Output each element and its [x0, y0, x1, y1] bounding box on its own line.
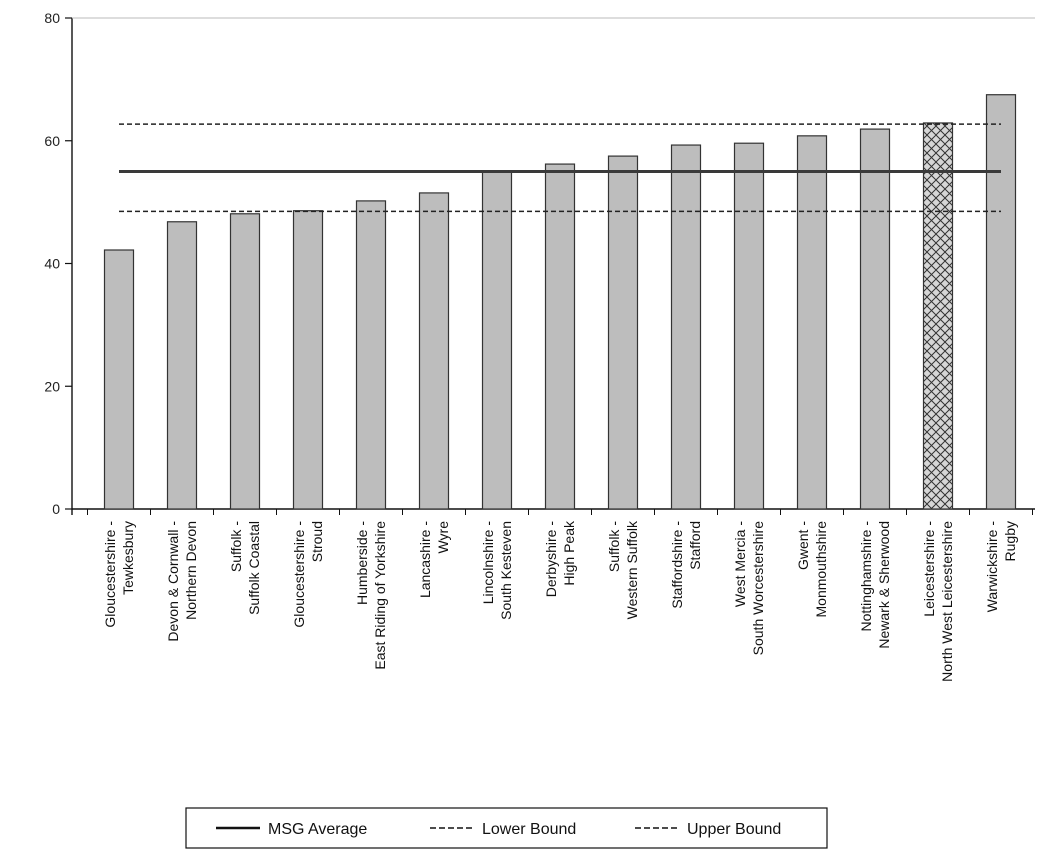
bar	[796, 135, 828, 510]
category-label-line: Leicestershire -	[921, 521, 937, 617]
category-label-text: Gloucestershire - Stroud	[291, 521, 325, 628]
category-label-text: Warwickshire - Rugby	[984, 521, 1018, 613]
category-label-line: Wyre	[435, 521, 451, 554]
category-label-text: Derbyshire - High Peak	[543, 520, 577, 597]
category-label-line: Suffolk Coastal	[246, 521, 262, 615]
category-label-line: Devon & Cornwall -	[165, 521, 181, 642]
bar	[229, 213, 261, 510]
category-label-text: Staffordshire - Stafford	[669, 521, 703, 609]
bar	[607, 155, 639, 510]
category-label-line: Stroud	[309, 521, 325, 562]
category-label-text: Lincolnshire - South Kesteven	[480, 521, 514, 620]
category-label: Gloucestershire - Stroud	[291, 521, 325, 628]
y-tick-label: 60	[44, 133, 60, 149]
category-label-text: West Mercia - South Worcestershire	[732, 521, 766, 656]
y-tick-label: 40	[44, 256, 60, 272]
category-label-text: Humberside - East Riding of Yorkshire	[354, 521, 388, 670]
category-label: Gwent - Monmouthshire	[795, 521, 829, 618]
category-label-line: Newark & Sherwood	[876, 521, 892, 649]
y-tick-label: 0	[52, 501, 60, 517]
category-label-line: Rugby	[1002, 521, 1018, 561]
category-label-line: Western Suffolk	[624, 520, 640, 619]
bar	[859, 128, 891, 510]
category-label: Lancashire - Wyre	[417, 521, 451, 598]
category-label-line: West Mercia -	[732, 521, 748, 607]
category-label-line: High Peak	[561, 520, 577, 586]
category-label-line: Tewkesbury	[120, 521, 136, 595]
legend-box	[185, 807, 828, 849]
y-tick-label: 20	[44, 378, 60, 394]
category-label-line: Gloucestershire -	[291, 521, 307, 628]
bar	[418, 192, 450, 510]
bar	[733, 142, 765, 510]
category-label-line: Warwickshire -	[984, 521, 1000, 613]
legend-label: MSG Average	[268, 821, 367, 838]
category-label-line: Gloucestershire -	[102, 521, 118, 628]
category-label: Staffordshire - Stafford	[669, 521, 703, 609]
category-label-line: Nottinghamshire -	[858, 521, 874, 632]
category-label: Nottinghamshire - Newark & Sherwood	[858, 521, 892, 649]
category-label: Devon & Cornwall - Northern Devon	[165, 521, 199, 642]
bar	[670, 144, 702, 510]
category-label-text: Suffolk - Western Suffolk	[606, 520, 640, 619]
legend: MSG Average Lower Bound Upper Bound	[185, 807, 828, 849]
category-label-line: East Riding of Yorkshire	[372, 521, 388, 670]
bar	[481, 170, 513, 510]
category-label-line: Staffordshire -	[669, 521, 685, 609]
legend-label: Upper Bound	[687, 821, 781, 838]
bar	[292, 210, 324, 510]
category-label-line: Suffolk -	[228, 521, 244, 572]
bar	[544, 163, 576, 510]
category-label-line: Northern Devon	[183, 521, 199, 620]
legend-label: Lower Bound	[482, 821, 576, 838]
category-label-line: North West Leicestershire	[939, 521, 955, 682]
category-label-line: Suffolk -	[606, 521, 622, 572]
category-label: Suffolk - Western Suffolk	[606, 520, 640, 619]
category-label-text: Lancashire - Wyre	[417, 521, 451, 598]
category-label-line: Monmouthshire	[813, 521, 829, 618]
category-label: Suffolk - Suffolk Coastal	[228, 521, 262, 615]
category-label-line: Stafford	[687, 521, 703, 570]
category-label: Leicestershire - North West Leicestershir…	[921, 521, 955, 682]
bar	[985, 94, 1017, 510]
category-label-text: Leicestershire - North West Leicestershir…	[921, 521, 955, 682]
category-label-text: Nottinghamshire - Newark & Sherwood	[858, 521, 892, 649]
bar-highlighted	[922, 122, 954, 510]
category-label: Humberside - East Riding of Yorkshire	[354, 521, 388, 670]
y-tick-label: 80	[44, 10, 60, 26]
bar	[103, 249, 135, 510]
category-label-line: Lincolnshire -	[480, 521, 496, 605]
category-label-line: Gwent -	[795, 521, 811, 570]
bar	[355, 200, 387, 510]
category-label-text: Gwent - Monmouthshire	[795, 521, 829, 618]
category-label: Lincolnshire - South Kesteven	[480, 521, 514, 620]
category-label: Derbyshire - High Peak	[543, 520, 577, 597]
category-label-line: South Kesteven	[498, 521, 514, 620]
category-label: West Mercia - South Worcestershire	[732, 521, 766, 656]
category-label: Warwickshire - Rugby	[984, 521, 1018, 613]
category-label-text: Suffolk - Suffolk Coastal	[228, 521, 262, 615]
category-label-text: Devon & Cornwall - Northern Devon	[165, 521, 199, 642]
category-label-line: Lancashire -	[417, 521, 433, 598]
bar	[166, 221, 198, 510]
category-label-line: Humberside -	[354, 521, 370, 605]
category-label: Gloucestershire - Tewkesbury	[102, 521, 136, 628]
category-label-text: Gloucestershire - Tewkesbury	[102, 521, 136, 628]
category-label-line: South Worcestershire	[750, 521, 766, 656]
category-label-line: Derbyshire -	[543, 521, 559, 598]
